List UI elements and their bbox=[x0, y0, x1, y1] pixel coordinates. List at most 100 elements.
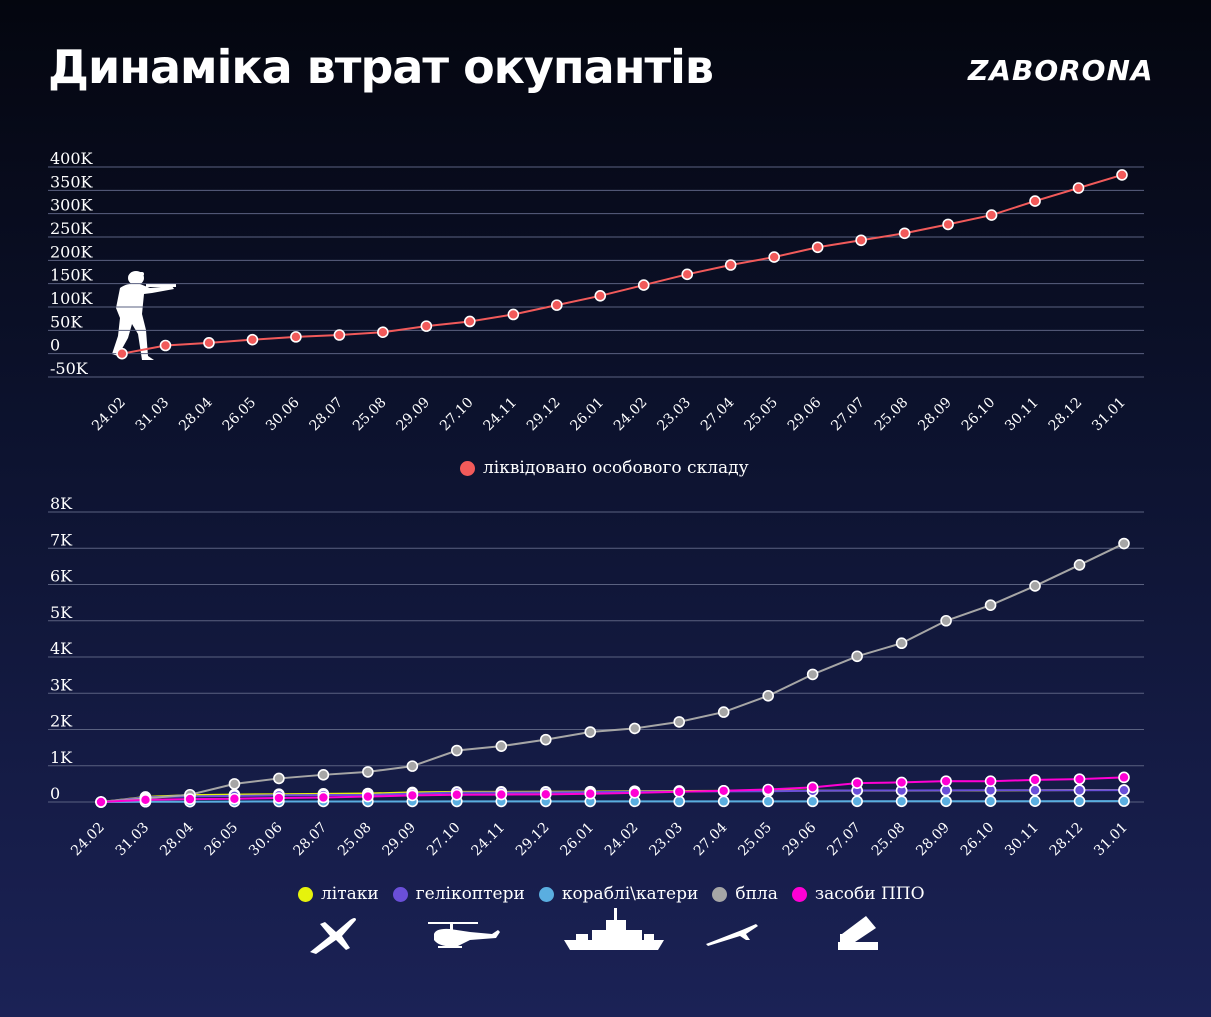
legend-item: бпла bbox=[712, 884, 778, 904]
drone-icon bbox=[706, 924, 758, 946]
x-tick-label: 28.04 bbox=[157, 819, 197, 859]
data-point bbox=[895, 795, 908, 808]
x-tick-label: 26.10 bbox=[958, 820, 998, 860]
brand-logo: ZABORONA bbox=[968, 54, 1154, 87]
x-tick-label: 31.03 bbox=[113, 820, 153, 860]
x-tick-label: 31.01 bbox=[1091, 820, 1131, 860]
air-defense-launcher-icon bbox=[838, 916, 878, 950]
x-tick-label: 24.02 bbox=[602, 820, 642, 860]
helicopter-icon bbox=[428, 922, 500, 948]
data-point bbox=[539, 733, 552, 746]
x-tick-label: 26.05 bbox=[220, 395, 260, 435]
data-point bbox=[1073, 795, 1086, 807]
data-point bbox=[139, 794, 152, 806]
x-tick-label: 28.09 bbox=[913, 820, 953, 860]
data-point bbox=[495, 740, 508, 752]
x-tick-label: 27.10 bbox=[437, 395, 477, 435]
data-point bbox=[362, 790, 374, 803]
data-point bbox=[1029, 795, 1041, 808]
data-point bbox=[1029, 784, 1041, 797]
y-tick-label: 300K bbox=[50, 196, 94, 215]
data-point bbox=[246, 333, 259, 346]
series-line bbox=[100, 800, 1125, 803]
x-tick-label: 29.09 bbox=[380, 820, 420, 860]
x-tick-label: 27.07 bbox=[824, 820, 864, 860]
data-point bbox=[159, 339, 172, 352]
y-tick-label: -50K bbox=[50, 359, 89, 378]
data-point bbox=[768, 251, 780, 263]
data-point bbox=[806, 668, 819, 681]
x-tick-label: 24.02 bbox=[68, 820, 108, 860]
y-tick-label: 1K bbox=[50, 748, 73, 767]
data-point bbox=[1029, 195, 1041, 207]
legend-item: літаки bbox=[298, 884, 379, 904]
x-tick-label: 24.11 bbox=[468, 820, 508, 860]
x-tick-label: 23.03 bbox=[654, 395, 694, 435]
data-point bbox=[628, 787, 641, 799]
data-point bbox=[724, 259, 737, 271]
data-point bbox=[495, 788, 508, 801]
chart-title: Динаміка втрат окупантів bbox=[48, 40, 714, 94]
data-point bbox=[940, 795, 952, 808]
x-tick-label: 26.10 bbox=[959, 395, 999, 435]
data-point bbox=[762, 795, 774, 808]
data-point bbox=[673, 716, 686, 728]
y-tick-label: 350K bbox=[50, 172, 94, 191]
data-point bbox=[228, 778, 241, 790]
data-point bbox=[273, 792, 285, 804]
data-point bbox=[855, 234, 867, 247]
series-line bbox=[121, 173, 1123, 355]
data-point bbox=[273, 772, 285, 785]
x-tick-label: 29.06 bbox=[785, 394, 825, 434]
data-point bbox=[507, 308, 520, 321]
y-tick-label: 50K bbox=[50, 312, 83, 331]
x-tick-label: 24.02 bbox=[611, 395, 651, 435]
y-tick-label: 2K bbox=[50, 712, 73, 731]
soldier-silhouette-icon bbox=[112, 271, 176, 360]
x-tick-label: 30.06 bbox=[263, 394, 303, 434]
data-point bbox=[594, 290, 607, 302]
x-tick-label: 27.07 bbox=[828, 395, 868, 435]
legend-item: кораблі\катери bbox=[538, 884, 698, 904]
y-tick-label: 250K bbox=[50, 219, 94, 238]
data-point bbox=[1073, 784, 1086, 797]
y-tick-label: 6K bbox=[50, 567, 73, 586]
x-tick-label: 29.09 bbox=[394, 395, 434, 435]
data-point bbox=[464, 315, 476, 328]
data-point bbox=[317, 769, 330, 781]
data-point bbox=[942, 218, 954, 231]
data-point bbox=[584, 787, 597, 800]
data-point bbox=[811, 241, 824, 254]
data-point bbox=[584, 726, 597, 738]
x-tick-label: 25.08 bbox=[872, 395, 912, 435]
legend-item: гелікоптери bbox=[392, 884, 525, 904]
legend-swatch bbox=[392, 886, 408, 902]
legend-swatch bbox=[791, 886, 807, 902]
x-tick-label: 28.07 bbox=[307, 395, 347, 435]
equipment-legend: літаки гелікоптери кораблі\катери бпла засоб… bbox=[298, 884, 925, 904]
data-point bbox=[762, 689, 774, 702]
data-point bbox=[317, 791, 330, 804]
data-point bbox=[228, 792, 241, 805]
legend-item: ліквідовано особового складу bbox=[460, 458, 749, 478]
y-tick-label: 0 bbox=[50, 784, 60, 803]
data-point bbox=[806, 795, 819, 808]
legend-swatch bbox=[460, 460, 475, 476]
data-point bbox=[681, 268, 694, 281]
data-point bbox=[95, 796, 107, 808]
data-point bbox=[717, 784, 730, 797]
data-point bbox=[1072, 182, 1085, 194]
x-tick-label: 26.01 bbox=[557, 820, 597, 860]
x-tick-label: 28.09 bbox=[915, 395, 955, 435]
data-point bbox=[333, 329, 346, 341]
legend-swatch bbox=[538, 886, 554, 902]
data-point bbox=[116, 347, 128, 360]
data-point bbox=[420, 320, 433, 332]
data-point bbox=[1029, 774, 1041, 786]
data-point bbox=[1116, 169, 1128, 181]
x-tick-label: 28.12 bbox=[1046, 395, 1086, 435]
legend-item: засоби ППО bbox=[791, 884, 925, 904]
series-line bbox=[100, 776, 1125, 803]
data-point bbox=[895, 776, 908, 789]
